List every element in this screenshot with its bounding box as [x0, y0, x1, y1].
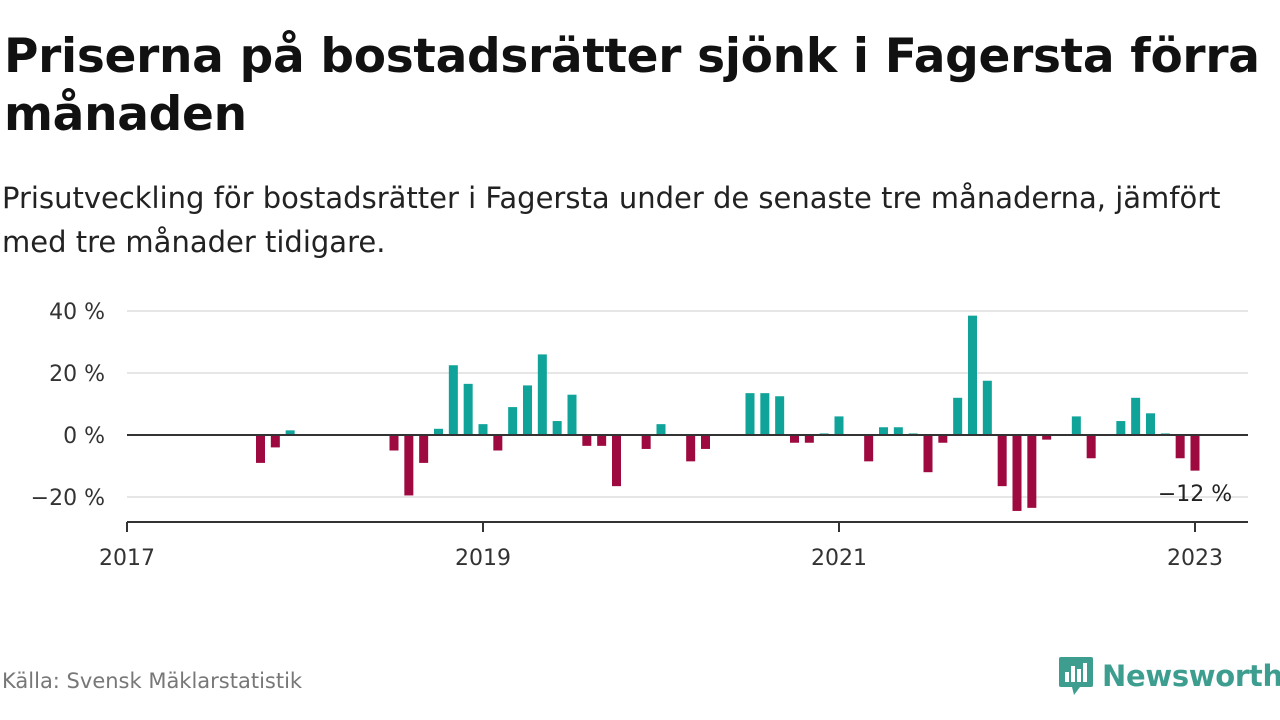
bar [270, 435, 280, 448]
x-tick-label: 2019 [455, 546, 511, 571]
bar [434, 428, 443, 435]
bar [582, 435, 592, 446]
y-tick-label: 0 % [63, 424, 105, 449]
x-tick-label: 2017 [99, 546, 155, 571]
bar-chart: 40 % 20 % 0 % −20 % 2017 2019 2021 2023 −12 % [31, 300, 1248, 571]
bar [463, 383, 473, 435]
bar [953, 397, 963, 435]
bar [790, 435, 799, 443]
bar [745, 393, 755, 435]
bar [478, 424, 488, 435]
bar [567, 394, 577, 435]
bar [686, 435, 696, 462]
y-tick-label: 20 % [49, 362, 105, 387]
bar [775, 396, 785, 435]
bar [701, 435, 710, 449]
bar [1027, 435, 1037, 508]
bar [597, 435, 607, 446]
bar [1146, 413, 1155, 435]
bar [256, 435, 265, 463]
source-note: Källa: Svensk Mäklarstatistik [2, 669, 303, 693]
bar [1086, 435, 1096, 459]
bar [552, 421, 562, 435]
bar [1042, 435, 1052, 440]
bar [1175, 435, 1185, 459]
bar [656, 424, 666, 435]
bar [1131, 397, 1141, 435]
bar [641, 435, 651, 449]
bar [419, 435, 429, 463]
y-tick-label: 40 % [49, 300, 105, 325]
bar [537, 354, 547, 435]
bar [1190, 435, 1200, 471]
bar [285, 430, 295, 435]
brand-logo: Newsworthy [1058, 654, 1280, 698]
bar [893, 427, 903, 435]
bar [834, 416, 844, 435]
chart-subtitle: Prisutveckling för bostadsrätter i Fager… [2, 181, 1221, 259]
bar [864, 435, 874, 462]
data-label: −12 % [1158, 482, 1232, 507]
bar [1071, 416, 1081, 435]
newsworthy-logo-icon [1059, 657, 1093, 695]
bar [493, 435, 503, 451]
bar [1116, 421, 1126, 435]
brand-name: Newsworthy [1102, 659, 1280, 693]
bar [938, 435, 948, 443]
bar [804, 435, 814, 443]
bar [879, 427, 888, 435]
bar [448, 365, 458, 435]
bar [523, 385, 532, 435]
bar [389, 435, 399, 451]
bar [997, 435, 1007, 487]
y-tick-label: −20 % [31, 486, 105, 511]
x-tick-label: 2021 [811, 546, 867, 571]
bar [404, 435, 414, 496]
page-title: Priserna på bostadsrätter sjönk i Fagers… [4, 29, 1260, 142]
bar [923, 435, 933, 473]
bar [508, 407, 518, 435]
bar [1012, 435, 1022, 511]
bar [760, 393, 770, 435]
bar [982, 380, 992, 435]
bar [612, 435, 621, 487]
x-tick-label: 2023 [1167, 546, 1223, 571]
bar [968, 315, 977, 435]
